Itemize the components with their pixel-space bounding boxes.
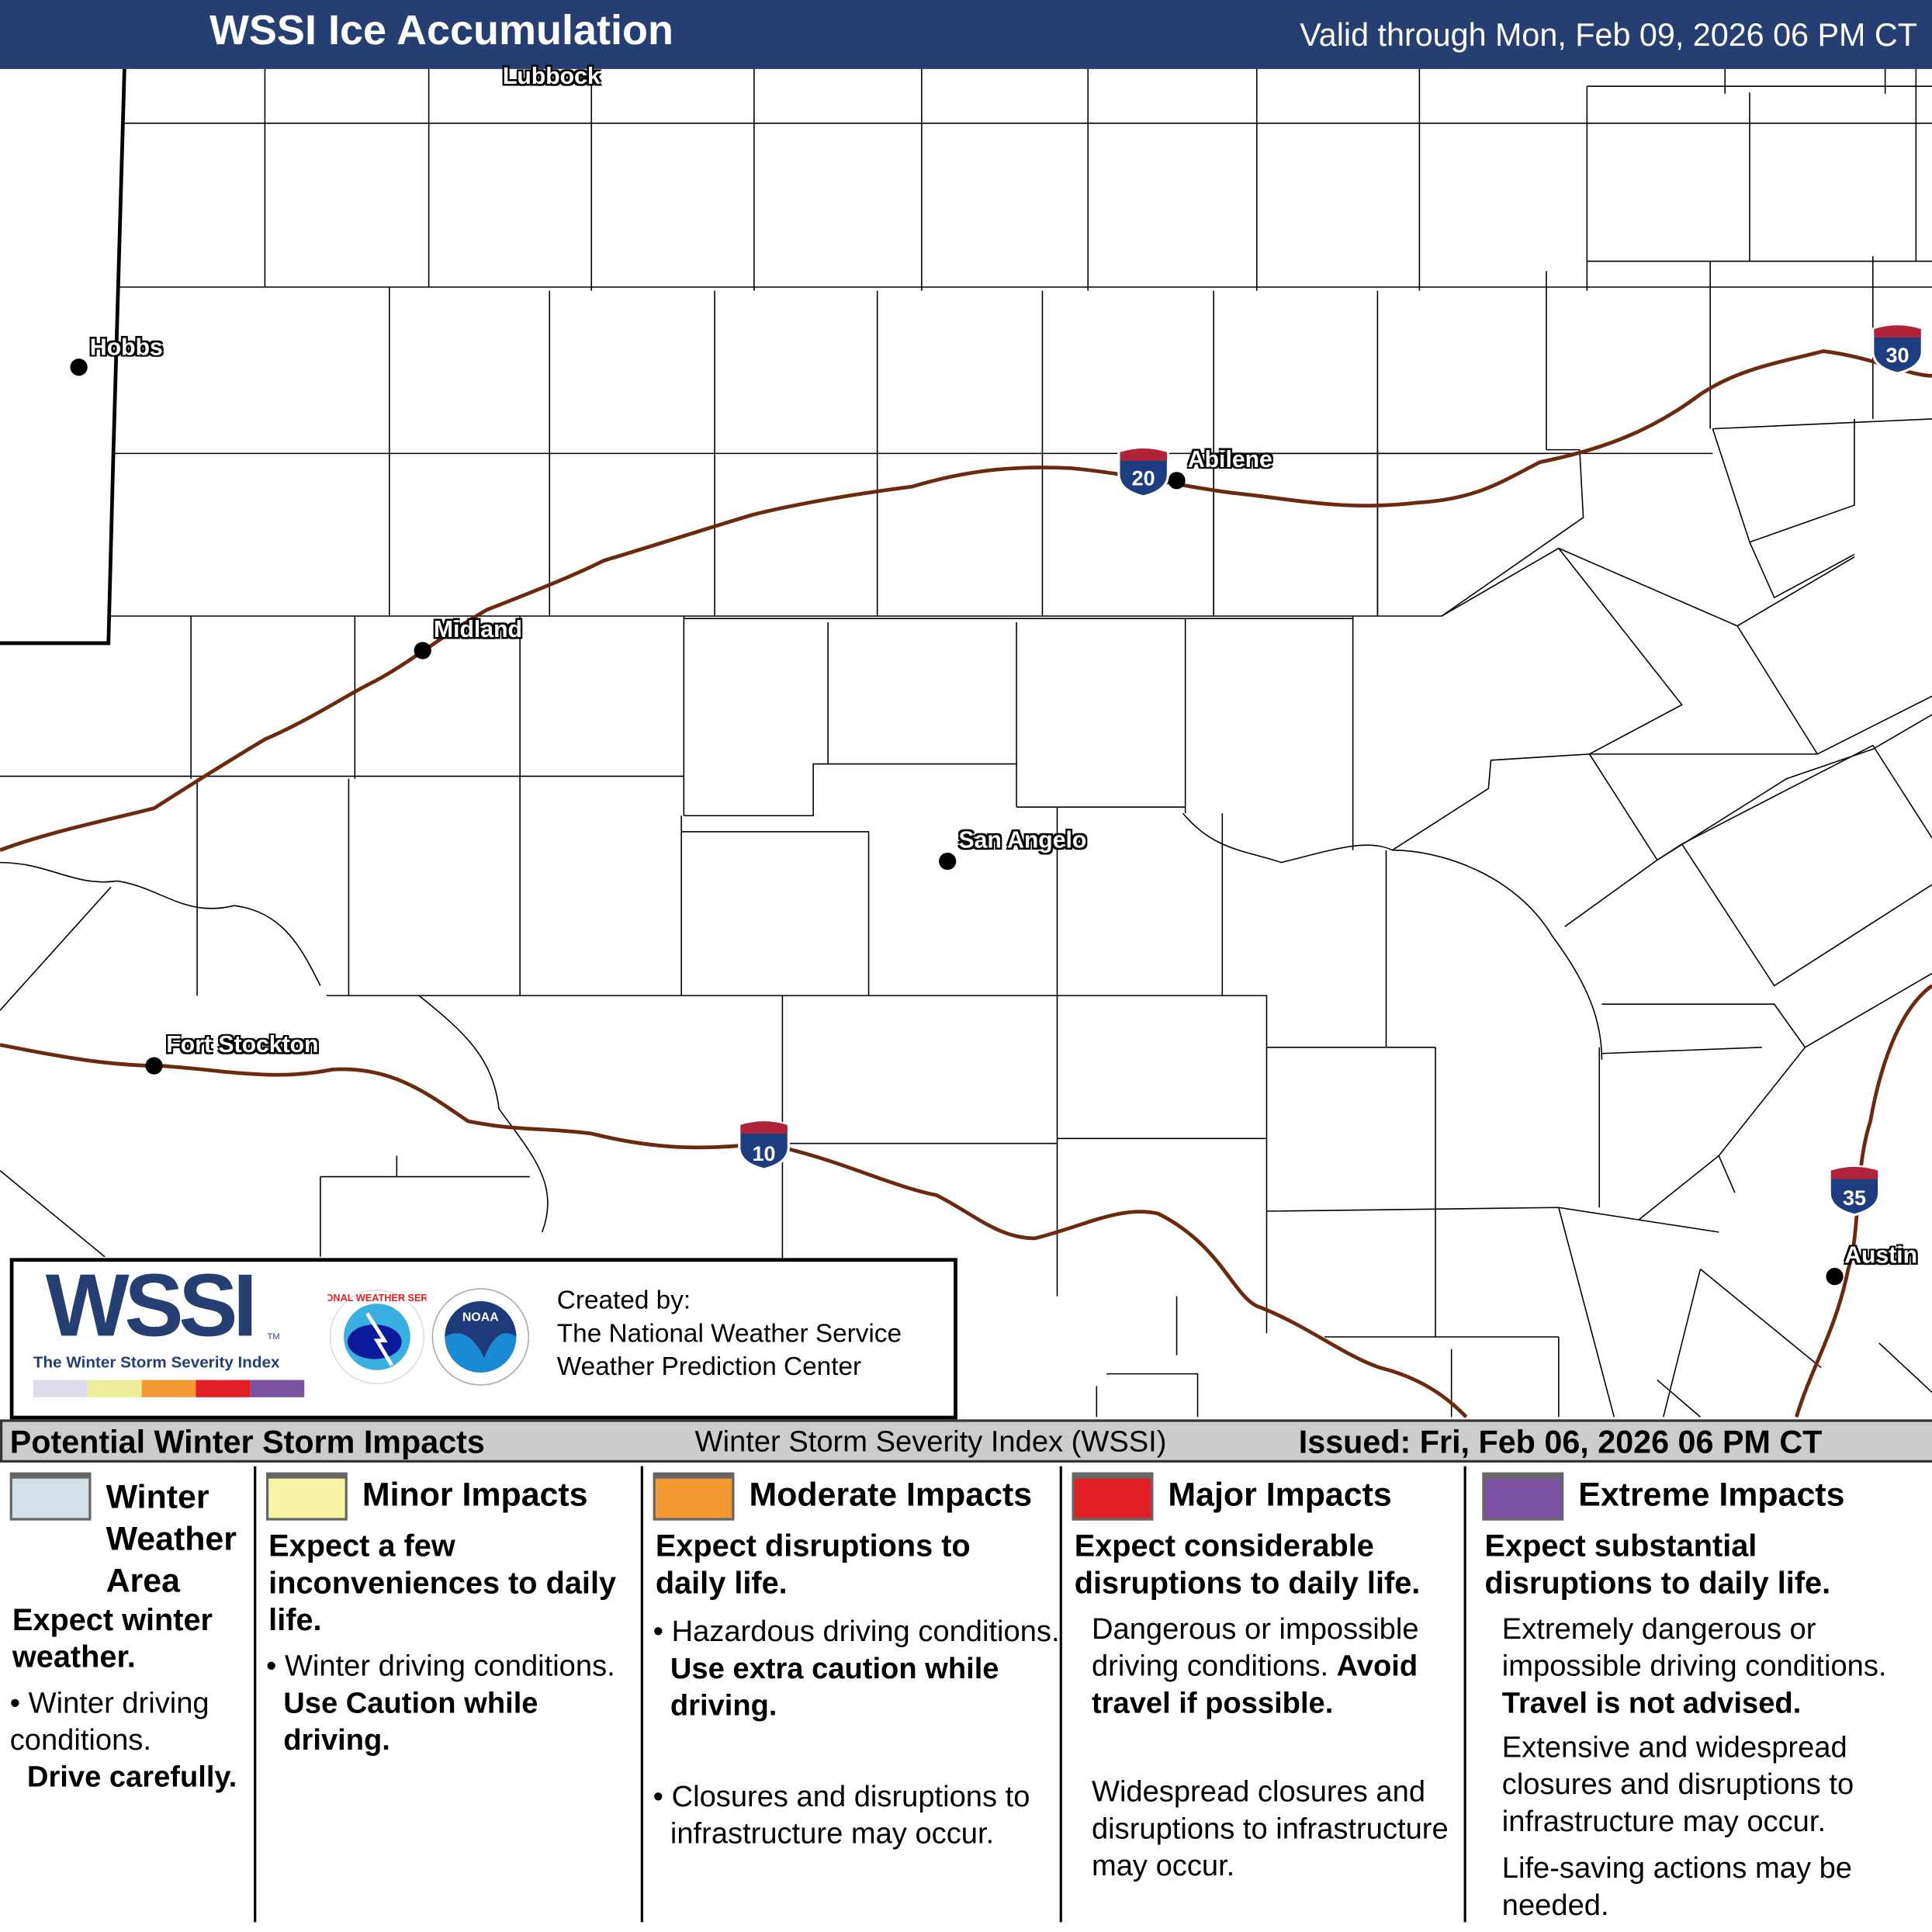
legend-title: Minor Impacts: [362, 1476, 588, 1514]
legend-summary: Expect a few inconveniences to daily lif…: [268, 1529, 617, 1638]
legend-summary: Expect disruptions to daily life.: [655, 1529, 971, 1601]
state-border-nm-tx: [0, 68, 126, 646]
legend-bullet: • Hazardous driving conditions. Use extr…: [653, 1615, 1060, 1723]
city-label-abilene: Abilene: [1187, 447, 1272, 473]
divider: [1059, 1466, 1062, 1923]
created-by-label: Created by:: [556, 1286, 691, 1315]
org-wpc: Weather Prediction Center: [556, 1352, 862, 1382]
svg-text:20: 20: [1132, 467, 1155, 490]
city-label-hobbs: Hobbs: [89, 334, 163, 362]
issued-time: Issued: Fri, Feb 06, 2026 06 PM CT: [1298, 1423, 1823, 1460]
legend-minor-impacts: Minor Impacts Expect a few inconvenience…: [266, 1466, 635, 1925]
city-label-fort-stockton: Fort Stockton: [166, 1032, 319, 1059]
legend-extreme-impacts: Extreme Impacts Expect substantial disru…: [1482, 1466, 1926, 1925]
interstate-lines: [0, 349, 1932, 1418]
svg-text:30: 30: [1886, 344, 1909, 367]
svg-text:NATIONAL WEATHER SERVICE: NATIONAL WEATHER SERVICE: [327, 1293, 426, 1304]
trademark: TM: [267, 1333, 280, 1342]
i35-shield-icon: 35: [1828, 1165, 1881, 1217]
legend-bullet: • Winter driving conditions. Drive carefu…: [9, 1686, 237, 1795]
city-label-austin: Austin: [1844, 1243, 1918, 1269]
i20-shield-icon: 20: [1117, 446, 1170, 498]
swatch-extreme: [250, 1380, 305, 1397]
legend-title: Extreme Impacts: [1578, 1476, 1845, 1514]
svg-text:NOAA: NOAA: [462, 1311, 499, 1324]
created-by: Created by: The National Weather Service…: [557, 1284, 902, 1384]
county-lines: [0, 68, 1932, 1418]
swatch-moderate: [141, 1380, 196, 1397]
legend-bullet: • Winter driving conditions. Use Caution…: [266, 1650, 615, 1757]
city-label-san-angelo: San Angelo: [958, 828, 1087, 854]
i10-shield-icon: 10: [738, 1119, 790, 1171]
map: 20 30 10 35: [0, 68, 1932, 1418]
swatch-major: [196, 1380, 251, 1397]
interstate-shields: 20 30 10 35: [738, 323, 1923, 1217]
noaa-logo-icon: NOAA: [431, 1288, 530, 1386]
legend-winter-weather-area: Winter Weather Area Expect winter weathe…: [9, 1466, 254, 1925]
impacts-title-bar: Potential Winter Storm Impacts Winter St…: [0, 1419, 1932, 1463]
svg-text:35: 35: [1843, 1186, 1866, 1210]
legend-major-impacts: Major Impacts Expect considerable disrup…: [1072, 1466, 1462, 1925]
city-dots: [70, 358, 1844, 1286]
city-label-lubbock: Lubbock: [502, 64, 601, 90]
legend-summary: Expect substantial disruptions to daily …: [1484, 1529, 1831, 1601]
legend-summary: Expect winter weather.: [12, 1603, 213, 1675]
legend-paragraph: Dangerous or impossible driving conditio…: [1091, 1612, 1419, 1720]
fort-stockton-dot: [145, 1057, 163, 1075]
legend-summary: Expect considerable disruptions to daily…: [1074, 1529, 1421, 1601]
impacts-heading: Potential Winter Storm Impacts: [9, 1423, 485, 1460]
legend-paragraph: Extremely dangerous or impossible drivin…: [1501, 1612, 1887, 1720]
abilene-dot: [1168, 472, 1186, 490]
legend-paragraph: Life-saving actions may be needed.: [1501, 1851, 1853, 1923]
midland-dot: [414, 642, 431, 660]
legend-paragraph: Extensive and widespread closures and di…: [1501, 1731, 1854, 1839]
san-angelo-dot: [939, 852, 957, 871]
wssi-logo: WSSI: [45, 1256, 258, 1356]
nws-logo-icon: NATIONAL WEATHER SERVICE: [327, 1289, 426, 1385]
svg-text:10: 10: [753, 1142, 776, 1165]
swatch-minor: [87, 1380, 142, 1397]
i10-line: [0, 1043, 1468, 1418]
legend-title: Major Impacts: [1168, 1476, 1392, 1514]
legend-bullet: • Closures and disruptions to infrastruc…: [653, 1780, 1030, 1851]
divider: [1463, 1466, 1466, 1923]
i20-line: [0, 349, 1932, 852]
legend-title: Winter Weather Area: [106, 1478, 237, 1600]
legend-moderate-impacts: Moderate Impacts Expect disruptions to d…: [653, 1466, 1060, 1925]
valid-time: Valid through Mon, Feb 09, 2026 06 PM CT: [1300, 16, 1917, 54]
hobbs-dot: [70, 358, 88, 376]
major-swatch: [1072, 1472, 1154, 1521]
page-title: WSSI Ice Accumulation: [209, 7, 673, 54]
moderate-swatch: [653, 1472, 735, 1521]
winter-weather-swatch: [9, 1472, 92, 1521]
swatch-winter: [33, 1380, 88, 1397]
divider: [640, 1466, 643, 1923]
city-label-midland: Midland: [433, 617, 522, 643]
minor-swatch: [266, 1472, 348, 1521]
austin-dot: [1826, 1268, 1844, 1286]
i30-shield-icon: 30: [1871, 323, 1923, 375]
credits-box: WSSI TM The Winter Storm Severity Index …: [9, 1256, 957, 1420]
legend-paragraph: Widespread closures and disruptions to i…: [1091, 1775, 1449, 1883]
wssi-subtitle: The Winter Storm Severity Index: [33, 1352, 280, 1372]
legend-title: Moderate Impacts: [749, 1476, 1033, 1514]
extreme-swatch: [1482, 1472, 1564, 1521]
header: WSSI Ice Accumulation Valid through Mon,…: [0, 0, 1932, 69]
index-name: Winter Storm Severity Index (WSSI): [694, 1425, 1167, 1459]
org-nws: The National Weather Service: [556, 1319, 902, 1349]
divider: [254, 1466, 257, 1923]
